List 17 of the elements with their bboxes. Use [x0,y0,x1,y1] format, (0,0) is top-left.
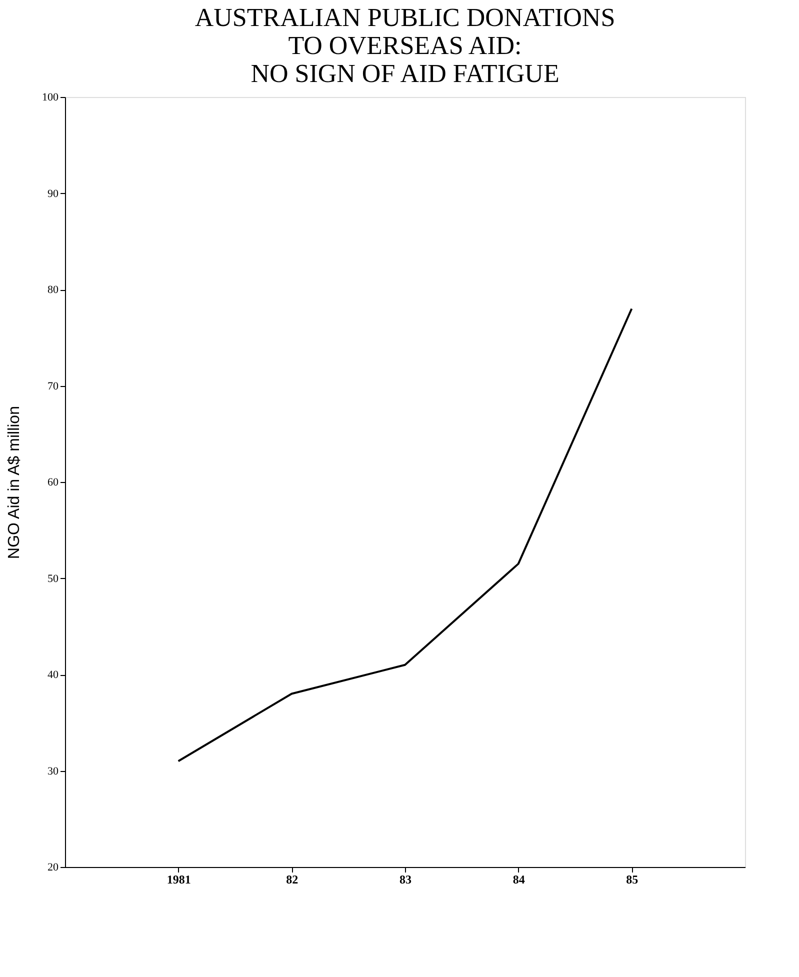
x-tick-label: 82 [286,872,298,886]
y-tick-label: 30 [48,765,59,778]
y-tick-label: 80 [48,284,59,296]
line-series [177,308,633,762]
y-tick-label: 40 [48,669,59,681]
y-axis-title: NGO Aid in A$ million [6,406,23,559]
x-tick-label: 1981 [166,872,191,886]
x-tick-label: 84 [512,872,525,886]
y-tick-label: 90 [48,188,59,200]
y-tick-label: 100 [42,92,59,104]
x-tick-label: 83 [400,872,412,886]
y-tick-label: 20 [48,862,59,874]
chart-title: AUSTRALIAN PUBLIC DONATIONS TO OVERSEAS AID: NO SIGN OF AID FATIGUE [194,3,616,88]
y-tick-label: 50 [48,572,59,585]
y-tick-label: 60 [48,476,59,488]
y-tick-label: 70 [48,380,59,392]
x-tick-label: 85 [626,872,638,886]
